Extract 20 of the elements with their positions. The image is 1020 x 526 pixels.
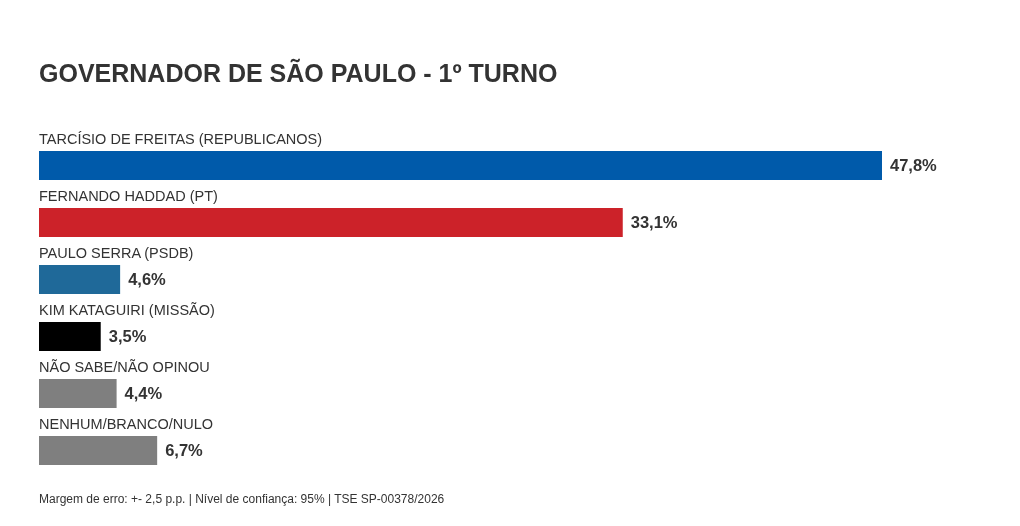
data-label: 6,7% (165, 441, 204, 459)
chart-title: GOVERNADOR DE SÃO PAULO - 1º TURNO (39, 58, 558, 87)
data-label: 47,8% (890, 156, 938, 174)
data-label: 4,6% (128, 270, 167, 288)
y-tick-label: KIM KATAGUIRI (MISSÃO) (39, 302, 215, 318)
bar (39, 151, 882, 180)
bar (39, 208, 623, 237)
bar (39, 265, 121, 294)
text: Margem de erro: +- 2,5 p.p. | Nível de confiança: 95% | TSE SP-00378/2026 (39, 492, 445, 506)
y-tick-label: NÃO SABE/NÃO OPINOU (39, 359, 210, 375)
bar (39, 436, 158, 465)
data-label: 4,4% (124, 384, 163, 402)
y-tick-label: TARCÍSIO DE FREITAS (REPUBLICANOS) (39, 131, 323, 147)
data-label: 33,1% (630, 213, 678, 231)
bar (39, 379, 117, 408)
y-tick-label: PAULO SERRA (PSDB) (39, 245, 194, 261)
bar (39, 322, 101, 351)
data-label: 3,5% (108, 327, 147, 345)
y-tick-label: NENHUM/BRANCO/NULO (39, 416, 214, 432)
y-tick-label: FERNANDO HADDAD (PT) (39, 188, 218, 204)
